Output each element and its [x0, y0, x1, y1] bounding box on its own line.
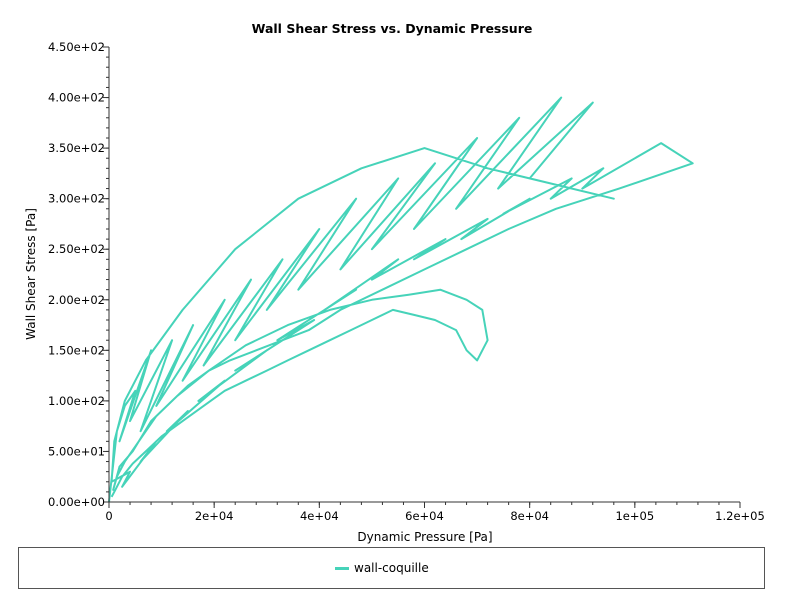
legend-swatch: [335, 566, 349, 570]
legend-label: wall-coquille: [354, 561, 429, 575]
x-tick-label: 1e+05: [615, 509, 654, 523]
series-line: [108, 96, 694, 503]
x-ticks: 0 2e+04 4e+04 6e+04 8e+04 1e+05 1.2e+05: [105, 502, 765, 523]
x-tick-label: 2e+04: [195, 509, 234, 523]
y-ticks: 0.00e+00 5.00e+01 1.00e+02 1.50e+02 2.00e+02…: [48, 40, 109, 509]
chart-title: Wall Shear Stress vs. Dynamic Pressure: [252, 21, 533, 36]
y-tick-label: 5.00e+01: [48, 444, 105, 458]
x-tick-label: 0: [105, 509, 112, 523]
y-tick-label: 3.50e+02: [48, 141, 105, 155]
y-tick-label: 3.00e+02: [48, 192, 105, 206]
y-tick-label: 4.50e+02: [48, 40, 105, 54]
y-tick-label: 2.00e+02: [48, 293, 105, 307]
x-tick-label: 4e+04: [300, 509, 339, 523]
axes: 0 2e+04 4e+04 6e+04 8e+04 1e+05 1.2e+05 0.00e+…: [48, 40, 765, 523]
x-tick-label: 6e+04: [405, 509, 444, 523]
x-tick-label: 1.2e+05: [715, 509, 765, 523]
x-tick-label: 8e+04: [510, 509, 549, 523]
chart-svg: Wall Shear Stress vs. Dynamic Pressure 0…: [24, 21, 765, 544]
x-axis-label: Dynamic Pressure [Pa]: [357, 530, 492, 544]
legend-item-wall-coquille[interactable]: wall-coquille: [335, 561, 429, 575]
y-tick-label: 0.00e+00: [48, 495, 105, 509]
y-tick-label: 4.00e+02: [48, 91, 105, 105]
series-wall-coquille: [108, 96, 694, 503]
legend: wall-coquille: [18, 547, 765, 589]
y-tick-label: 2.50e+02: [48, 242, 105, 256]
y-axis-label: Wall Shear Stress [Pa]: [24, 208, 38, 340]
y-tick-label: 1.50e+02: [48, 343, 105, 357]
y-tick-label: 1.00e+02: [48, 394, 105, 408]
